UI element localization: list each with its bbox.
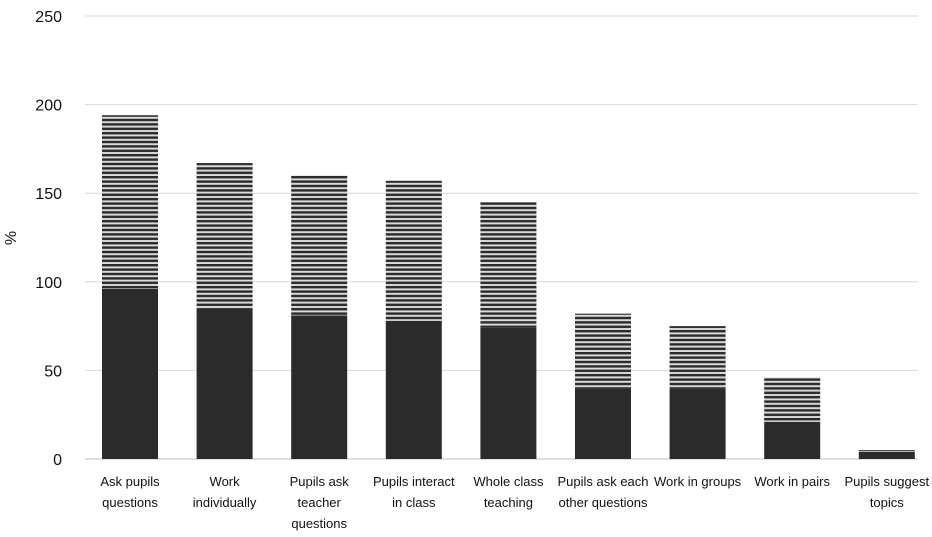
x-category-label-line: Pupils ask each bbox=[557, 474, 648, 489]
x-category-label: Pupils ask teacher questions bbox=[290, 474, 350, 531]
bar-segment-solid bbox=[291, 315, 348, 459]
x-category-label-line: questions bbox=[291, 516, 347, 531]
bar-segment-striped bbox=[669, 326, 726, 389]
bar-segment-solid bbox=[858, 451, 915, 459]
y-tick-label: 150 bbox=[35, 186, 62, 203]
x-category-label: Pupils interact in class bbox=[373, 474, 455, 510]
y-axis-title: % bbox=[3, 231, 20, 245]
y-tick-label: 250 bbox=[35, 9, 62, 26]
y-tick-label: 50 bbox=[44, 363, 62, 380]
x-category-label-line: Ask pupils bbox=[100, 474, 160, 489]
x-category-label-line: Whole class bbox=[473, 474, 544, 489]
y-axis-ticks: 0 50 100 150 200 250 bbox=[35, 9, 62, 469]
x-category-label-line: questions bbox=[102, 495, 158, 510]
x-category-label: Pupils suggest topics bbox=[845, 474, 930, 510]
bar-segment-striped bbox=[102, 115, 158, 289]
x-category-label-line: Pupils ask bbox=[290, 474, 350, 489]
bar-segment-solid bbox=[480, 327, 537, 459]
x-category-label-line: Work in groups bbox=[654, 474, 742, 489]
bar-segment-striped bbox=[385, 180, 442, 321]
x-axis-labels: Ask pupils questions Work individually Pupil… bbox=[100, 474, 929, 531]
y-tick-label: 0 bbox=[53, 452, 62, 469]
x-category-label: Work individually bbox=[193, 474, 257, 510]
y-tick-label: 200 bbox=[35, 98, 62, 115]
x-category-label-line: individually bbox=[193, 495, 257, 510]
x-category-label-line: Work in pairs bbox=[754, 474, 830, 489]
bar-segment-striped bbox=[575, 313, 631, 389]
bar-segment-solid bbox=[196, 308, 253, 459]
bar-segment-striped bbox=[858, 450, 915, 452]
x-category-label-line: topics bbox=[870, 495, 904, 510]
x-category-label: Ask pupils questions bbox=[100, 474, 160, 510]
bar-segment-solid bbox=[575, 388, 631, 459]
bar-segment-solid bbox=[669, 388, 726, 459]
x-category-label-line: teaching bbox=[484, 495, 533, 510]
bar-segment-striped bbox=[196, 163, 253, 309]
x-category-label-line: other questions bbox=[559, 495, 648, 510]
x-category-label-line: Pupils interact bbox=[373, 474, 455, 489]
bar-segment-striped bbox=[291, 175, 348, 316]
x-category-label: Work in groups bbox=[654, 474, 742, 489]
x-category-label-line: in class bbox=[392, 495, 436, 510]
bar-segment-solid bbox=[764, 421, 821, 459]
x-category-label-line: Work bbox=[210, 474, 241, 489]
bar-segment-striped bbox=[480, 202, 537, 328]
bars bbox=[102, 115, 915, 459]
bar-segment-striped bbox=[764, 377, 821, 422]
x-category-label-line: Pupils suggest bbox=[845, 474, 930, 489]
x-category-label: Whole class teaching bbox=[473, 474, 544, 510]
x-category-label-line: teacher bbox=[298, 495, 342, 510]
x-category-label: Work in pairs bbox=[754, 474, 830, 489]
y-tick-label: 100 bbox=[35, 275, 62, 292]
bar-segment-solid bbox=[385, 320, 442, 459]
bar-segment-solid bbox=[102, 288, 158, 459]
x-category-label: Pupils ask each other questions bbox=[557, 474, 648, 510]
